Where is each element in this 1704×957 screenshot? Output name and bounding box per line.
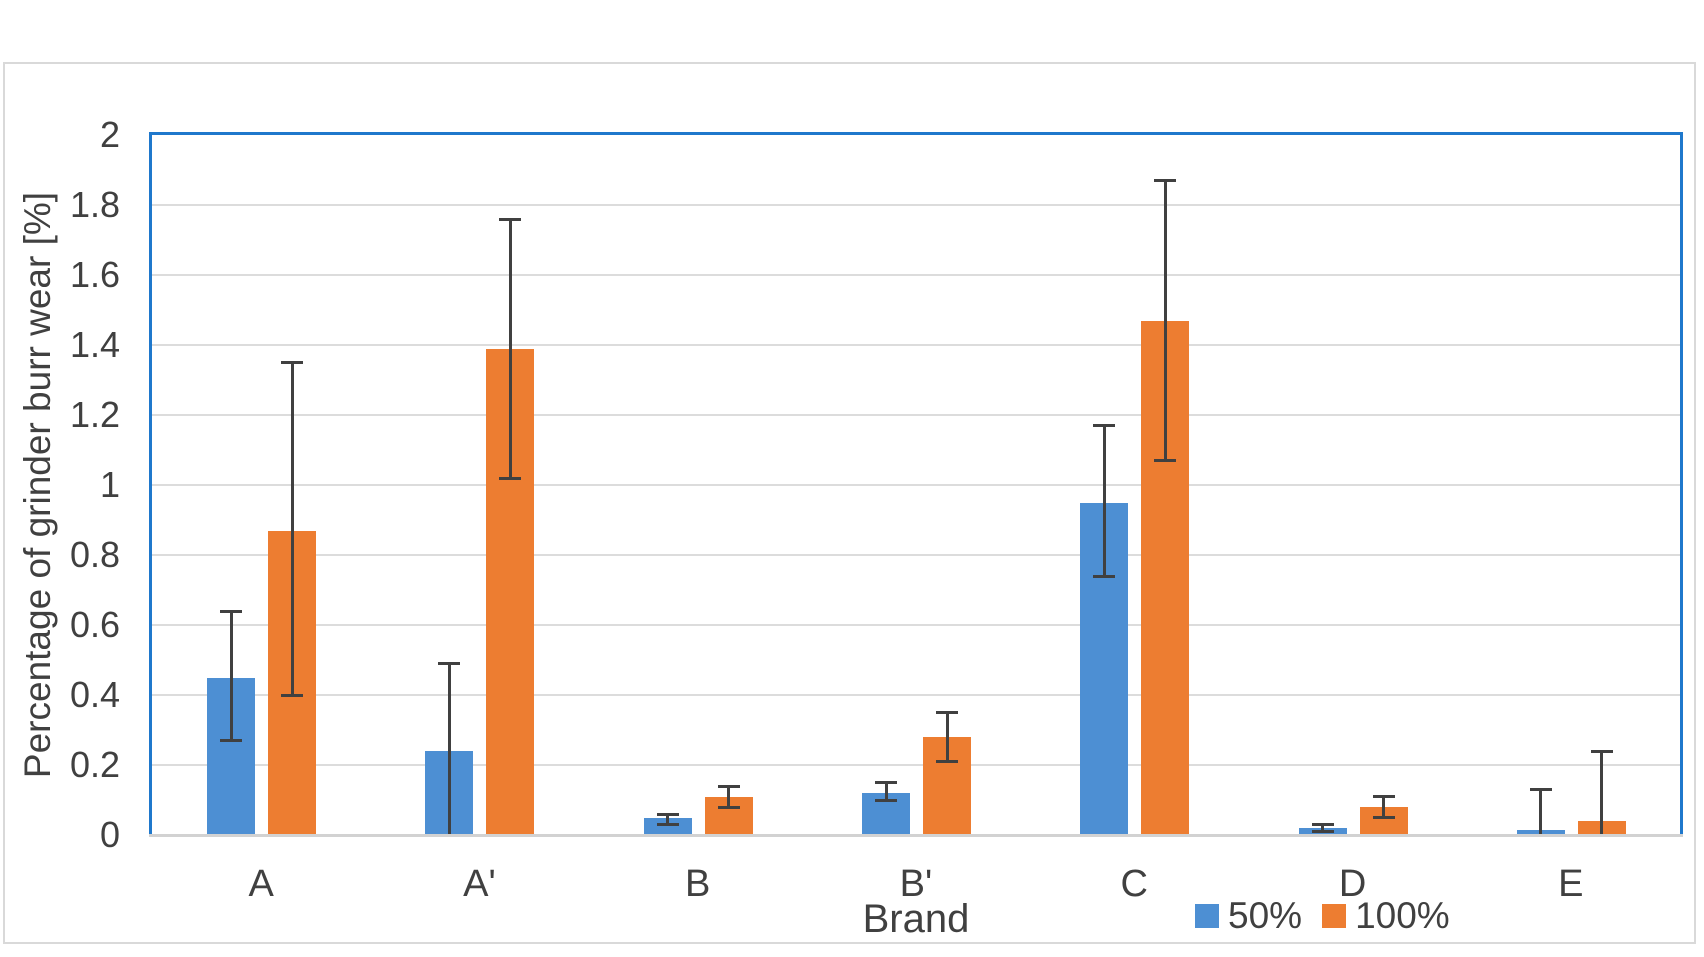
error-bar-50%-B' <box>884 782 888 800</box>
x-category-label-A': A' <box>463 863 496 905</box>
bar-100%-D <box>1359 807 1408 834</box>
error-bar-100%-B'-cap-top <box>936 711 958 714</box>
y-tick-label: 0.2 <box>69 744 120 785</box>
error-bar-100%-A-cap-top <box>281 361 304 364</box>
y-tick-label: 1 <box>99 464 120 505</box>
plot-border-left <box>149 132 152 835</box>
grid-line <box>152 694 1680 696</box>
legend-label-100%: 100% <box>1355 895 1450 936</box>
x-category-label-C: C <box>1120 863 1148 905</box>
error-bar-100%-C <box>1163 180 1167 461</box>
error-bar-100%-E <box>1600 751 1604 834</box>
error-bar-100%-B' <box>945 712 949 762</box>
y-tick-label: 0 <box>99 814 120 855</box>
grid-line <box>152 484 1680 486</box>
x-axis-line <box>149 834 1683 837</box>
bar-50%-C <box>1080 502 1129 834</box>
error-bar-50%-D-cap-bottom <box>1311 830 1334 833</box>
error-bar-50%-E <box>1539 789 1543 834</box>
plot-border-top <box>149 132 1683 135</box>
error-bar-50%-C <box>1102 425 1106 576</box>
y-tick-label: 0.4 <box>69 674 120 715</box>
error-bar-100%-A-cap-bottom <box>281 693 304 697</box>
x-category-label-D: D <box>1338 863 1367 905</box>
error-bar-50%-A-cap-top <box>220 609 243 613</box>
error-bar-50%-A <box>229 611 233 741</box>
legend-swatch-50% <box>1195 904 1219 928</box>
grid-line <box>152 764 1680 766</box>
error-bar-50%-D <box>1321 824 1325 832</box>
error-bar-100%-B-cap-bottom <box>717 805 740 809</box>
legend-label-50%: 50% <box>1228 895 1303 936</box>
error-bar-100%-A' <box>508 219 512 478</box>
error-bar-100%-C-cap-bottom <box>1154 459 1177 462</box>
error-bar-50%-B'-cap-top <box>875 781 897 784</box>
error-bar-100%-A'-cap-top <box>499 217 522 221</box>
y-tick-label: 2 <box>99 114 120 155</box>
grid-line <box>152 554 1680 556</box>
error-bar-50%-C-cap-top <box>1093 424 1116 427</box>
y-tick-label: 1.4 <box>69 324 120 365</box>
y-tick-label: 0.6 <box>69 604 120 645</box>
y-tick-label: 1.2 <box>69 394 120 435</box>
legend-swatch-100% <box>1322 904 1347 928</box>
error-bar-100%-D <box>1382 796 1386 818</box>
error-bar-100%-B'-cap-bottom <box>936 760 958 763</box>
error-bar-100%-C-cap-top <box>1154 179 1177 182</box>
legend: 50% 100% <box>1195 894 1470 938</box>
x-category-label-A: A <box>248 863 274 905</box>
error-bar-50%-A-cap-bottom <box>220 739 243 742</box>
error-bar-100%-E-cap-top <box>1590 749 1613 753</box>
x-category-label-B: B <box>685 863 711 905</box>
bar-50%-B' <box>862 793 910 834</box>
grid-line <box>152 274 1680 276</box>
legend-item-50%: 50% <box>1195 894 1302 938</box>
grid-line <box>152 344 1680 346</box>
x-category-label-E: E <box>1558 863 1584 905</box>
error-bar-100%-D-cap-bottom <box>1372 816 1395 819</box>
error-bar-50%-B'-cap-bottom <box>875 798 897 802</box>
y-tick-label: 1.6 <box>69 254 120 295</box>
error-bar-100%-B <box>727 786 731 807</box>
error-bar-100%-B-cap-top <box>717 784 740 788</box>
grid-line <box>152 204 1680 206</box>
y-tick-label: 0.8 <box>69 534 120 575</box>
x-axis-title: Brand <box>862 897 970 941</box>
error-bar-50%-A' <box>447 663 451 834</box>
error-bar-50%-B-cap-top <box>656 812 679 816</box>
grid-line <box>152 414 1680 416</box>
error-bar-50%-D-cap-top <box>1311 823 1334 826</box>
error-bar-50%-B-cap-bottom <box>656 823 679 826</box>
error-bar-100%-D-cap-top <box>1372 795 1395 798</box>
figure-border <box>3 62 1696 944</box>
error-bar-50%-A'-cap-top <box>438 662 461 665</box>
error-bar-50%-E-cap-top <box>1529 788 1552 791</box>
plot-border-right <box>1680 132 1683 835</box>
grid-line <box>152 624 1680 626</box>
error-bar-100%-A'-cap-bottom <box>499 476 522 480</box>
legend-item-100%: 100% <box>1322 894 1450 938</box>
error-bar-50%-C-cap-bottom <box>1093 574 1116 578</box>
error-bar-100%-A <box>290 362 294 695</box>
error-bar-50%-B <box>666 814 670 825</box>
y-tick-label: 1.8 <box>69 184 120 225</box>
y-axis-title: Percentage of grinder burr wear [%] <box>17 191 58 779</box>
x-category-label-B': B' <box>899 863 933 905</box>
